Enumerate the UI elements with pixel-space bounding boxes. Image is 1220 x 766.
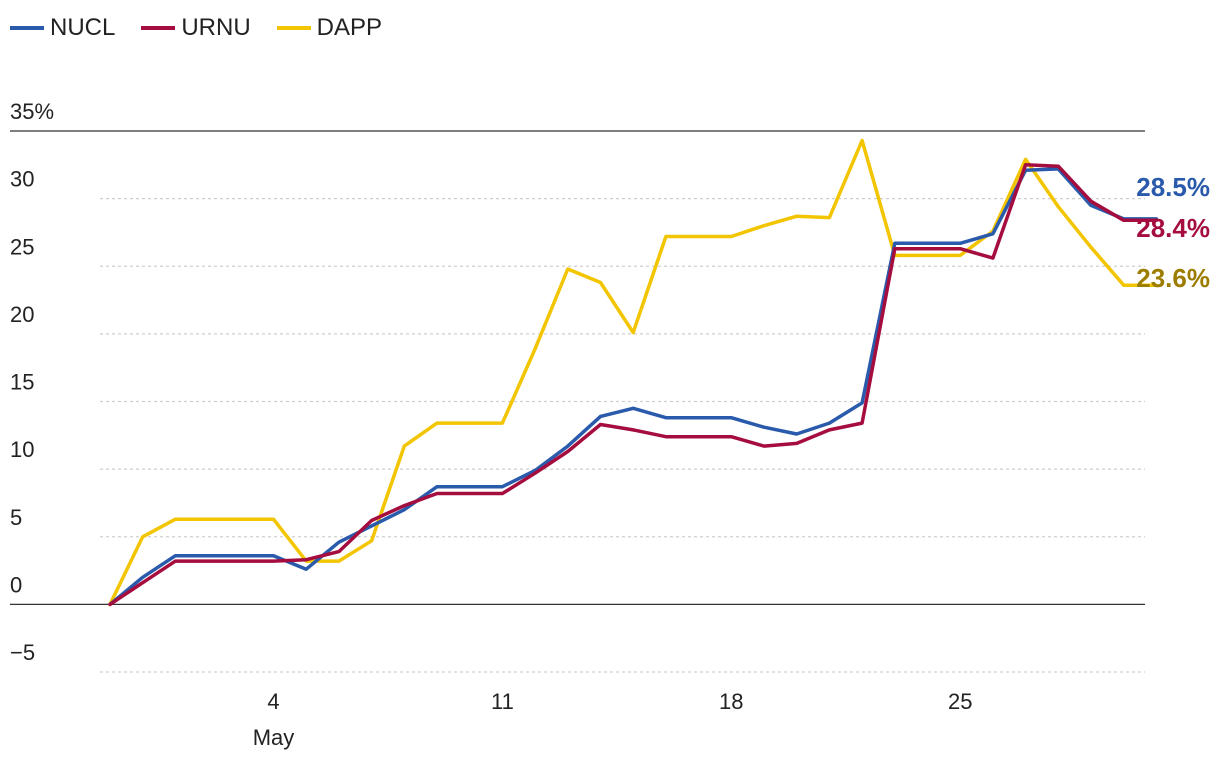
end-label-urnu: 28.4% <box>1136 213 1210 243</box>
x-tick-label: 11 <box>491 689 514 714</box>
x-axis-ticks: 4 May 11 18 25 <box>253 689 973 750</box>
y-tick-label: 35% <box>10 99 54 124</box>
y-tick-label: 10 <box>10 437 34 462</box>
x-tick-sublabel: May <box>253 725 295 750</box>
series-line-urnu[interactable] <box>108 163 1159 607</box>
legend-label-dapp: DAPP <box>316 14 383 41</box>
legend-label-urnu: URNU <box>181 14 251 41</box>
gridlines <box>10 130 1145 673</box>
series-lines <box>108 138 1159 607</box>
legend-item-nucl[interactable]: NUCL <box>10 14 115 42</box>
y-tick-label: 0 <box>10 572 22 597</box>
y-tick-label: 25 <box>10 234 34 259</box>
end-label-nucl: 28.5% <box>1136 172 1210 202</box>
legend-label-nucl: NUCL <box>50 14 116 41</box>
legend-swatch-urnu <box>141 26 176 30</box>
x-tick-label: 25 <box>948 689 972 714</box>
y-tick-label: 20 <box>10 302 34 327</box>
x-tick-label: 4 <box>267 689 279 714</box>
series-line-dapp[interactable] <box>108 138 1159 607</box>
end-label-dapp: 23.6% <box>1136 263 1210 293</box>
y-tick-label: 5 <box>10 505 22 530</box>
legend-item-dapp[interactable]: DAPP <box>276 14 383 42</box>
y-axis-ticks: 35% 30 25 20 15 10 5 0 −5 <box>10 99 54 665</box>
x-tick-label: 18 <box>719 689 743 714</box>
y-tick-label: 30 <box>10 167 34 192</box>
y-tick-label: 15 <box>10 370 34 395</box>
legend-swatch-dapp <box>276 26 311 30</box>
legend-item-urnu[interactable]: URNU <box>141 14 251 42</box>
legend-swatch-nucl <box>10 26 44 30</box>
y-tick-label: −5 <box>10 640 35 665</box>
legend: NUCL URNU DAPP <box>10 14 382 42</box>
end-labels: 28.5% 28.4% 23.6% <box>1136 172 1210 293</box>
